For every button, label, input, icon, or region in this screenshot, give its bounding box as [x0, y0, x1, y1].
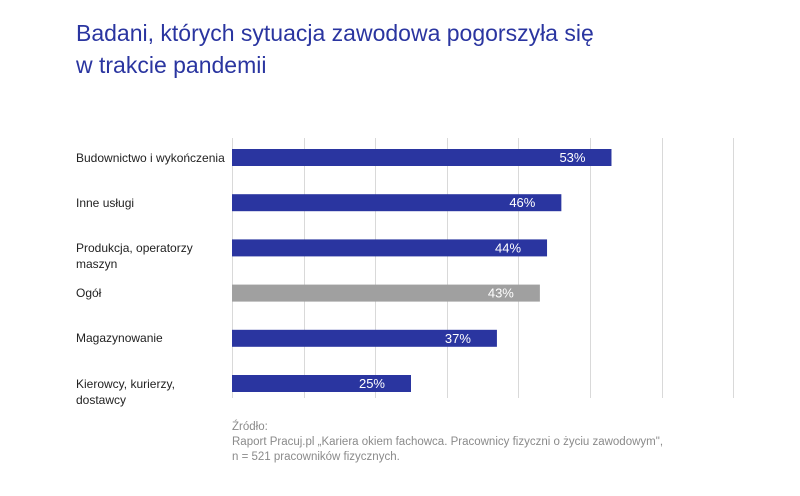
source-heading: Źródło:	[232, 421, 268, 433]
category-label-line: Kierowcy, kurierzy,	[76, 376, 175, 391]
category-label-2: Inne usługi	[76, 195, 226, 211]
category-label-line: Inne usługi	[76, 195, 135, 210]
bar-6	[232, 375, 411, 392]
category-label-line: Magazynowanie	[76, 331, 163, 346]
category-label-line: Ogół	[76, 286, 102, 301]
category-label-4: Ogół	[76, 285, 226, 301]
chart-title-line-2: w trakcie pandemii	[76, 52, 267, 78]
category-label-1: Budownictwo i wykończenia	[76, 150, 226, 166]
value-label-6: 25%	[359, 376, 385, 391]
source-note: Źródło: Raport Pracuj.pl „Kariera okiem …	[232, 420, 752, 465]
category-label-5: Magazynowanie	[76, 330, 226, 346]
chart-title: Badani, których sytuacja zawodowa pogors…	[76, 17, 716, 81]
value-label-1: 53%	[559, 150, 585, 165]
category-label-6: Kierowcy, kurierzy, dostawcy	[76, 376, 226, 408]
chart-title-line-1: Badani, których sytuacja zawodowa pogors…	[76, 20, 594, 46]
bar-5	[232, 329, 497, 347]
bar-3	[232, 239, 548, 257]
bar-4	[232, 284, 540, 302]
source-line-2: n = 521 pracowników fizycznych.	[232, 451, 400, 463]
category-label-line: Budownictwo i wykończenia	[76, 150, 225, 165]
category-label-3: Produkcja, operatorzy maszyn	[76, 240, 226, 272]
value-label-5: 37%	[445, 331, 471, 346]
category-label-line: Produkcja, operatorzy	[76, 240, 193, 255]
bar-1	[232, 149, 612, 166]
value-label-4: 43%	[488, 286, 514, 301]
category-label-line: maszyn	[76, 256, 118, 271]
value-label-2: 46%	[509, 195, 535, 210]
category-label-line: dostawcy	[76, 392, 127, 407]
value-label-3: 44%	[495, 240, 521, 255]
source-line-1: Raport Pracuj.pl „Kariera okiem fachowca…	[232, 436, 664, 448]
bar-2	[232, 194, 562, 212]
